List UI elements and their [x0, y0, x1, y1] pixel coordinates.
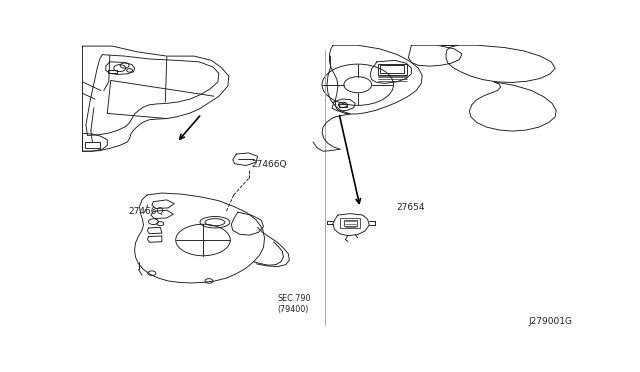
Bar: [108, 70, 117, 73]
Bar: [344, 219, 356, 226]
Text: 27466Q: 27466Q: [251, 160, 287, 169]
Text: 27466Q: 27466Q: [129, 207, 164, 216]
Text: SEC.790
(79400): SEC.790 (79400): [277, 294, 311, 314]
Text: J279001G: J279001G: [528, 317, 572, 326]
Text: 27654: 27654: [396, 203, 425, 212]
Bar: [340, 218, 360, 228]
Bar: [378, 64, 407, 75]
Bar: [339, 104, 347, 107]
Bar: [380, 65, 404, 73]
Bar: [85, 142, 100, 148]
